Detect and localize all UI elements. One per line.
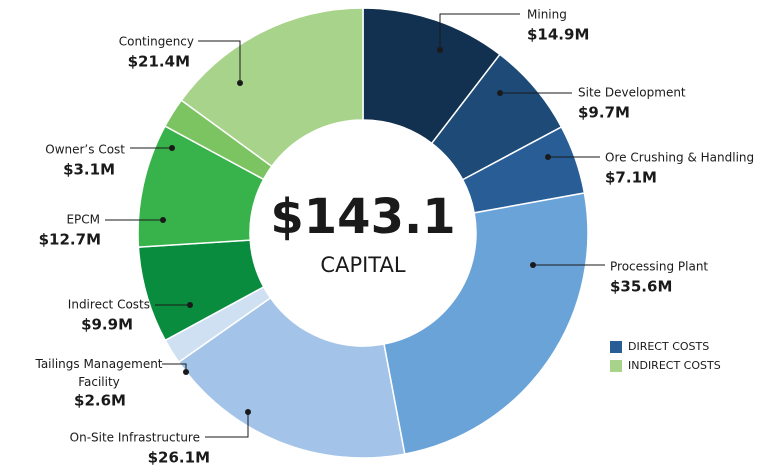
- slice-label: Owner’s Cost: [45, 143, 125, 157]
- slice-value: $26.1M: [148, 449, 210, 467]
- slice-value: $14.9M: [527, 26, 589, 44]
- slice-value: $35.6M: [610, 278, 672, 296]
- leader-dot: [437, 47, 443, 53]
- legend-label: INDIRECT COSTS: [628, 359, 721, 372]
- leader-dot: [497, 90, 503, 96]
- slice-label: Mining: [527, 8, 567, 22]
- donut-slice: [383, 192, 589, 455]
- leader-dot: [160, 217, 166, 223]
- leader-dot: [237, 80, 243, 86]
- slice-value: $12.7M: [39, 231, 101, 249]
- slice-value: $21.4M: [128, 53, 190, 71]
- leader-line: [198, 40, 241, 83]
- leader-line: [205, 412, 249, 438]
- leader-dot: [183, 369, 189, 375]
- legend-swatch: [610, 360, 622, 372]
- leader-dot: [530, 262, 536, 268]
- legend-label: DIRECT COSTS: [628, 340, 709, 353]
- slice-label: On-Site Infrastructure: [70, 431, 200, 445]
- slice-label: Site Development: [578, 86, 686, 100]
- leader-dot: [245, 409, 251, 415]
- slice-label: Tailings Management Facility: [34, 357, 162, 389]
- slice-value: $7.1M: [605, 169, 657, 187]
- slice-label: Contingency: [119, 35, 194, 49]
- donut-slice: [180, 7, 364, 168]
- center-sublabel: CAPITAL: [320, 253, 405, 277]
- leader-dot: [169, 145, 175, 151]
- slice-label: Ore Crushing & Handling: [605, 151, 754, 165]
- slice-value: $9.9M: [81, 316, 133, 334]
- slice-value: $9.7M: [578, 104, 630, 122]
- center-total: $143.1: [270, 189, 455, 245]
- slice-label: Processing Plant: [610, 260, 708, 274]
- leader-line: [439, 13, 520, 50]
- slice-value: $2.6M: [74, 392, 126, 410]
- leader-dot: [545, 154, 551, 160]
- slice-value: $3.1M: [63, 161, 115, 179]
- leader-dot: [187, 302, 193, 308]
- slice-label: Indirect Costs: [68, 298, 150, 312]
- legend-swatch: [610, 341, 622, 353]
- slice-label: EPCM: [66, 213, 100, 227]
